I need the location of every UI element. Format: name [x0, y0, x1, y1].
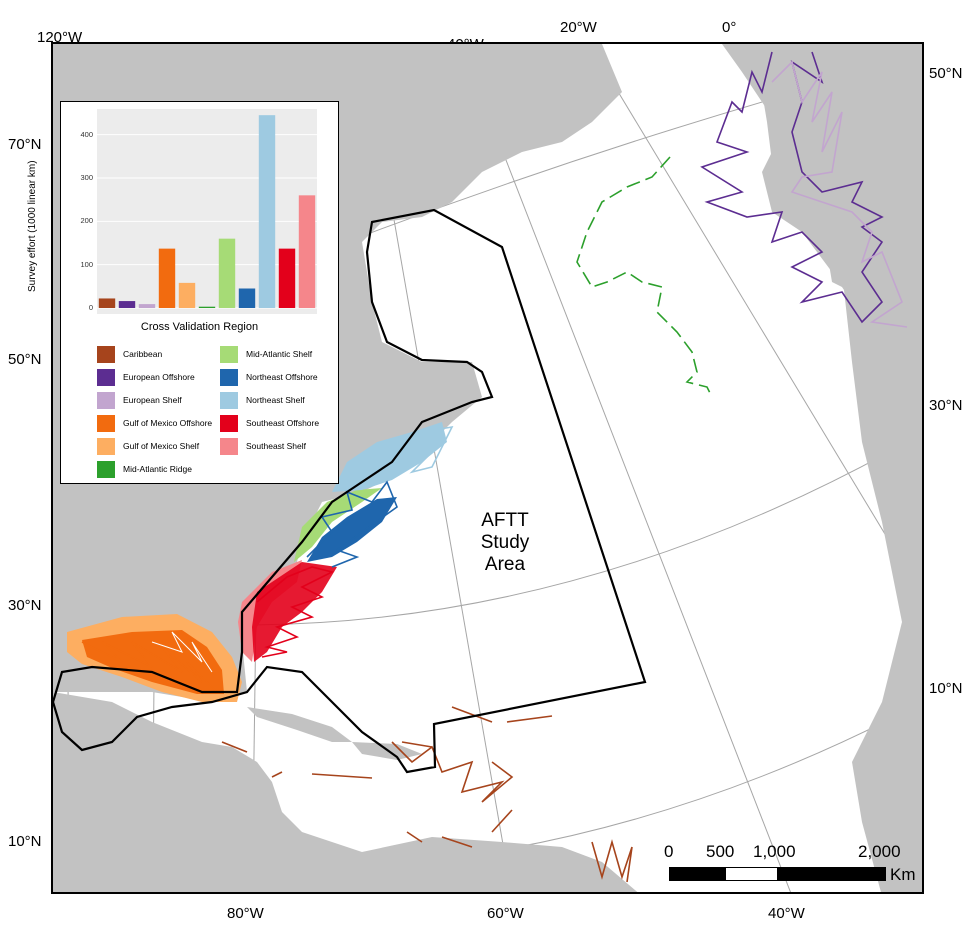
- legend-label: European Shelf: [123, 395, 182, 405]
- chart-bar: [118, 301, 136, 308]
- left-lat-label-30n: 30°N: [8, 597, 42, 614]
- legend-swatch: [220, 392, 238, 409]
- legend-swatch: [220, 346, 238, 363]
- legend-swatch: [97, 392, 115, 409]
- chart-bar: [218, 238, 236, 308]
- chart-x-axis-label: Cross Validation Region: [140, 321, 259, 333]
- right-lat-label-50n: 50°N: [929, 65, 963, 82]
- region-midatlantic-shelf: [294, 488, 382, 562]
- chart-bar: [258, 115, 276, 309]
- chart-y-tick-label: 400: [80, 129, 93, 139]
- land-south-america: [362, 837, 638, 892]
- left-lat-label-70n: 70°N: [8, 136, 42, 153]
- top-lon-label-0: 0°: [722, 19, 737, 36]
- chart-bar: [138, 304, 156, 308]
- scale-tick-label: 1,000: [753, 842, 796, 861]
- top-lon-label-120w: 120°W: [37, 29, 83, 46]
- top-lon-label-20w: 20°W: [560, 19, 597, 36]
- legend-label: Gulf of Mexico Shelf: [123, 441, 200, 451]
- chart-bars-svg: [97, 115, 317, 309]
- graticule-lon-40w: [463, 51, 791, 892]
- scale-segment-2: [725, 867, 778, 881]
- scale-tick-label: 500: [706, 842, 735, 861]
- chart-y-tick-label: 0: [88, 303, 93, 312]
- region-northeast-shelf: [332, 422, 447, 492]
- legend-swatch: [220, 415, 238, 432]
- chart-bar: [198, 306, 216, 308]
- tracks-european-shelf: [771, 60, 908, 328]
- legend-label: Caribbean: [123, 349, 163, 359]
- tracks-northeast-shelf: [396, 425, 454, 474]
- tracks-caribbean: [221, 706, 633, 883]
- tracks-gulf-shelf-white: [151, 631, 213, 673]
- legend-swatch: [220, 438, 238, 455]
- legend-swatch: [97, 461, 115, 478]
- tracks-northeast-offshore: [306, 480, 398, 568]
- study-area-outline: [53, 208, 647, 774]
- bottom-lon-label-40w: 40°W: [768, 905, 805, 922]
- chart-y-tick-label: 100: [80, 259, 93, 269]
- land-africa: [842, 252, 922, 892]
- chart-y-axis-label: Survey effort (1000 linear km): [27, 160, 38, 292]
- left-lat-label-10n: 10°N: [8, 833, 42, 850]
- land-greenland: [302, 44, 622, 172]
- chart-y-tick-label: 200: [80, 216, 93, 226]
- legend-label: European Offshore: [123, 372, 195, 382]
- legend-swatch: [97, 346, 115, 363]
- study-area-label-line: Study: [480, 532, 530, 553]
- legend-label: Gulf of Mexico Offshore: [123, 418, 213, 428]
- shelf-regions: [67, 422, 447, 702]
- legend-label: Southeast Offshore: [246, 418, 320, 428]
- legend-swatch: [97, 369, 115, 386]
- tracks-southeast-offshore: [256, 566, 335, 658]
- bottom-lon-label-80w: 80°W: [227, 905, 264, 922]
- legend-label: Mid-Atlantic Shelf: [246, 349, 313, 359]
- right-lat-label-10n: 10°N: [929, 680, 963, 697]
- study-area-label-line: AFTT: [481, 510, 529, 531]
- region-southeast-offshore: [252, 562, 337, 662]
- right-lat-label-30n: 30°N: [929, 397, 963, 414]
- chart-bar: [158, 248, 176, 308]
- scale-bar: 0 500 1,000 2,000 Km: [660, 842, 930, 892]
- scale-unit: Km: [890, 865, 916, 884]
- legend-label: Northeast Offshore: [246, 372, 318, 382]
- scale-tick-label: 0: [664, 842, 674, 861]
- tracks-european-offshore: [700, 51, 884, 324]
- scale-tick-label: 2,000: [858, 842, 901, 861]
- chart-y-tick-label: 300: [80, 173, 93, 182]
- region-northeast-offshore: [307, 497, 397, 562]
- legend-swatch: [220, 369, 238, 386]
- land-uk: [762, 82, 802, 172]
- scale-segment-3: [778, 867, 886, 881]
- chart-legend: Caribbean European Offshore European Shelf…: [97, 346, 337, 478]
- region-gulf-offshore: [82, 630, 224, 694]
- study-area-label: AFTT Study Area: [460, 510, 550, 576]
- chart-bar: [98, 298, 116, 308]
- study-area-label-line: Area: [484, 554, 526, 575]
- legend-label: Southeast Shelf: [246, 441, 307, 451]
- tracks-gulf-offshore: [81, 641, 218, 693]
- graticule-lon-20w: [588, 44, 922, 597]
- land-central-america: [53, 692, 631, 892]
- legend-label: Mid-Atlantic Ridge: [123, 464, 192, 474]
- legend-swatch: [97, 438, 115, 455]
- bottom-lon-label-60w: 60°W: [487, 905, 524, 922]
- legend-swatch: [97, 415, 115, 432]
- land-cuba: [247, 707, 352, 742]
- chart-bar: [238, 288, 256, 308]
- chart-bar: [278, 248, 296, 308]
- chart-plot-area: [97, 109, 317, 314]
- inset-chart: Survey effort (1000 linear km) 0 100 200 30…: [27, 101, 339, 484]
- legend-label: Northeast Shelf: [246, 395, 305, 405]
- chart-bar: [178, 282, 196, 308]
- survey-tracks: [81, 51, 908, 883]
- tracks-mid-atlantic-ridge: [576, 156, 713, 398]
- chart-bar: [298, 195, 316, 308]
- left-lat-label-50n: 50°N: [8, 351, 42, 368]
- scale-segment-1: [669, 867, 725, 881]
